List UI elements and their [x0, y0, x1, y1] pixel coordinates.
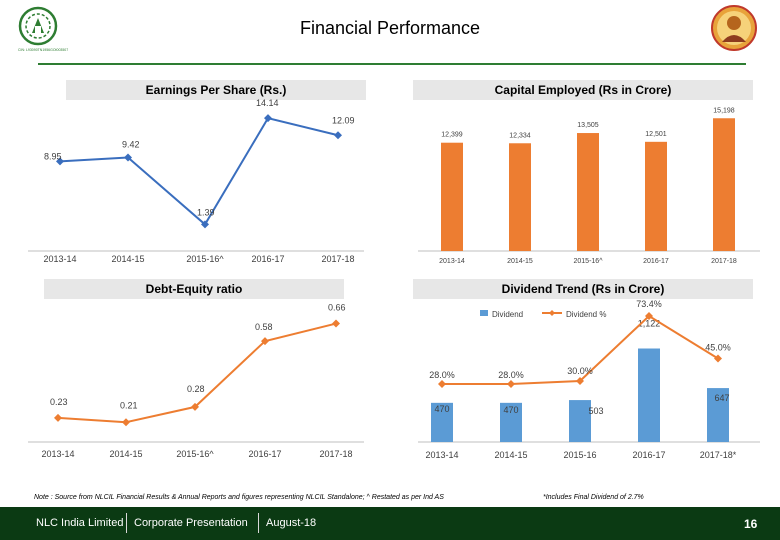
dividend-pct-label: 45.0% — [705, 343, 731, 353]
dividend-pct-point — [645, 312, 653, 320]
capital-bar — [713, 118, 735, 252]
dividend-tick-label: 2014-15 — [494, 450, 527, 460]
dividend-tick-label: 2015-16 — [563, 450, 596, 460]
eps-data-label: 9.42 — [122, 140, 140, 150]
portrait-emblem-icon — [711, 5, 757, 51]
eps-tick-label: 2013-14 — [43, 254, 76, 264]
debt-equity-tick-label: 2014-15 — [109, 449, 142, 459]
dividend-pct-point — [714, 354, 722, 363]
capital-data-label: 15,198 — [713, 107, 735, 114]
footer-separator — [258, 513, 259, 533]
capital-tick-label: 2015-16^ — [574, 258, 604, 265]
dividend-pct-label: 73.4% — [636, 299, 662, 309]
debt-panel-title: Debt-Equity ratio — [44, 279, 344, 299]
debt-equity-chart: 0.23 2013-14 0.21 2014-15 0.28 2015-16^ 0.58 20… — [28, 303, 364, 459]
page-number: 16 — [744, 517, 758, 531]
eps-data-label: 12.09 — [332, 115, 355, 125]
debt-equity-point — [191, 402, 199, 411]
legend-dividend-pct-marker — [549, 310, 555, 316]
eps-data-label: 14.14 — [256, 98, 279, 108]
footer-bar: NLC India Limited Corporate Presentation… — [0, 507, 780, 540]
footer-date: August-18 — [266, 517, 317, 529]
dividend-data-label: 1,122 — [638, 319, 661, 329]
eps-data-label: 8.95 — [44, 151, 62, 161]
debt-equity-tick-label: 2013-14 — [41, 449, 74, 459]
debt-equity-point — [54, 413, 62, 422]
eps-tick-label: 2014-15 — [111, 254, 144, 264]
footer-document: Corporate Presentation — [134, 517, 248, 529]
capital-chart: 12,399 2013-14 12,334 2014-15 13,505 2015-16^… — [418, 107, 760, 265]
footer-separator — [126, 513, 127, 533]
capital-bar — [645, 141, 667, 251]
debt-equity-data-label: 0.28 — [187, 384, 205, 394]
eps-point — [264, 114, 272, 123]
debt-equity-point — [261, 337, 269, 346]
dividend-pct-label: 28.0% — [429, 370, 455, 380]
dividend-pct-point — [438, 380, 446, 388]
dividend-pct-point — [507, 380, 515, 388]
dividend-tick-label: 2016-17 — [632, 450, 665, 460]
dividend-data-label: 503 — [588, 406, 603, 416]
eps-point — [201, 220, 209, 229]
capital-tick-label: 2014-15 — [507, 258, 533, 265]
dividend-pct-label: 28.0% — [498, 370, 524, 380]
dividend-tick-label: 2013-14 — [425, 450, 458, 460]
eps-chart: 8.95 2013-14 9.42 2014-15 1.39 2015-16^ 14.14 2… — [28, 98, 364, 264]
capital-bar — [441, 142, 463, 251]
dividend-bar — [500, 402, 522, 442]
dividend-bar — [569, 400, 591, 442]
capital-data-label: 13,505 — [577, 122, 599, 129]
dividend-chart: Dividend Dividend % 470 2013-14 470 2014-15 50… — [418, 299, 760, 460]
capital-bar — [509, 143, 531, 251]
source-note: Note : Source from NLCIL Financial Resul… — [34, 494, 444, 501]
debt-equity-data-label: 0.66 — [328, 303, 346, 313]
eps-point — [56, 157, 64, 166]
eps-data-label: 1.39 — [197, 207, 215, 217]
page-title: Financial Performance — [299, 18, 481, 38]
logo-caption: CIN: L93090TN1956GOI003507 — [18, 48, 69, 52]
footer-company: NLC India Limited — [36, 517, 124, 529]
debt-equity-tick-label: 2015-16^ — [176, 449, 214, 459]
dividend-panel-title: Dividend Trend (Rs in Crore) — [413, 279, 753, 299]
debt-equity-tick-label: 2017-18 — [319, 449, 352, 459]
dividend-note: *Includes Final Dividend of 2.7% — [543, 494, 644, 501]
capital-tick-label: 2017-18 — [711, 258, 737, 265]
dividend-data-label: 647 — [714, 393, 729, 403]
capital-panel-title: Capital Employed (Rs in Crore) — [413, 80, 753, 100]
eps-point — [124, 153, 132, 162]
dividend-data-label: 470 — [434, 404, 449, 414]
eps-tick-label: 2016-17 — [251, 254, 284, 264]
nlc-emblem-icon — [18, 6, 58, 46]
debt-equity-point — [332, 319, 340, 328]
capital-data-label: 12,501 — [645, 131, 667, 138]
eps-panel-title: Earnings Per Share (Rs.) — [66, 80, 366, 100]
legend-dividend-pct-label: Dividend % — [566, 310, 606, 319]
eps-point — [334, 131, 342, 140]
dividend-tick-label: 2017-18* — [700, 450, 737, 460]
legend-dividend-swatch — [480, 310, 488, 316]
title-divider — [38, 63, 746, 65]
dividend-pct-point — [576, 377, 584, 386]
debt-equity-point — [122, 418, 130, 427]
capital-data-label: 12,399 — [441, 132, 463, 139]
eps-tick-label: 2015-16^ — [186, 254, 224, 264]
capital-data-label: 12,334 — [509, 132, 531, 139]
dividend-bar — [431, 402, 453, 442]
legend-dividend-label: Dividend — [492, 310, 523, 319]
dividend-data-label: 470 — [503, 405, 518, 415]
capital-tick-label: 2013-14 — [439, 258, 465, 265]
capital-bar — [577, 133, 599, 251]
dividend-bar — [707, 388, 729, 442]
debt-equity-data-label: 0.23 — [50, 397, 68, 407]
debt-equity-data-label: 0.21 — [120, 400, 138, 410]
dividend-bar — [638, 348, 660, 442]
debt-equity-data-label: 0.58 — [255, 322, 273, 332]
eps-tick-label: 2017-18 — [321, 254, 354, 264]
debt-equity-tick-label: 2016-17 — [248, 449, 281, 459]
capital-tick-label: 2016-17 — [643, 258, 669, 265]
dividend-pct-label: 30.0% — [567, 366, 593, 376]
